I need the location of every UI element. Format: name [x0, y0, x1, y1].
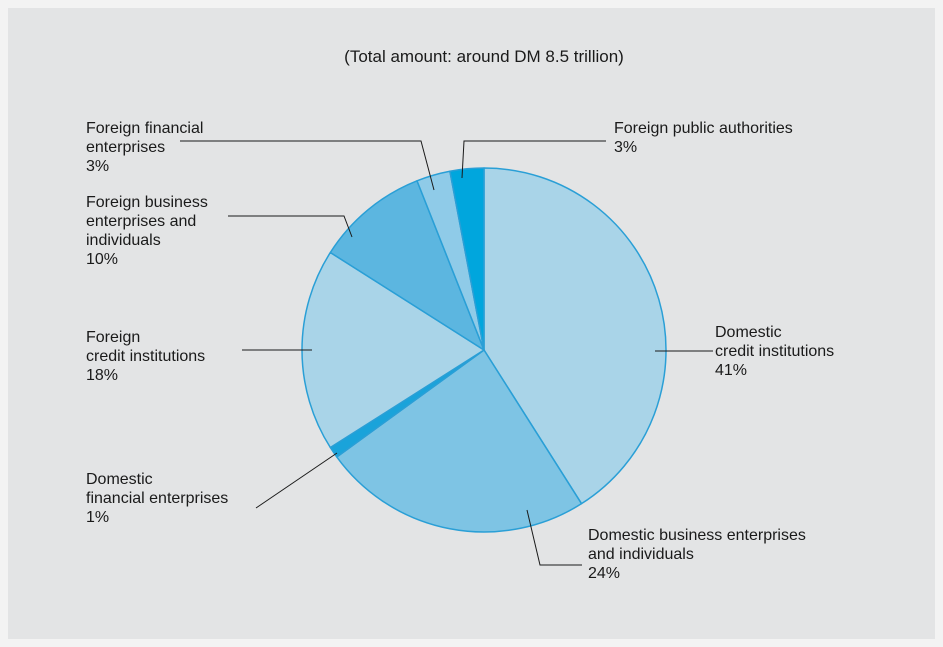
slice-value-label: 10%	[86, 251, 118, 268]
leader-line	[255, 452, 338, 509]
slice-label-line: Domestic	[86, 471, 153, 488]
slice-value-label: 3%	[86, 158, 109, 175]
pie-slice	[483, 167, 667, 505]
slice-label: Foreign public authorities 3%	[614, 120, 793, 156]
slice-label-line: Foreign business	[86, 194, 208, 211]
slice-label-line: Domestic	[715, 324, 782, 341]
slice-label-line: Foreign financial	[86, 120, 203, 137]
pie-slice	[449, 167, 485, 351]
pie-slice	[329, 180, 485, 351]
slice-label: Foreign credit institutions 18%	[86, 329, 205, 384]
slice-value-label: 18%	[86, 367, 118, 384]
leader-lines	[180, 140, 713, 566]
slice-label-line: individuals	[86, 232, 161, 249]
slice-label-line: credit institutions	[86, 348, 205, 365]
slice-label-line: and individuals	[588, 546, 694, 563]
leader-line	[461, 140, 606, 179]
slice-label-line: enterprises	[86, 139, 165, 156]
pie-slice	[336, 349, 583, 533]
slice-value-label: 24%	[588, 565, 620, 582]
slice-label-line: enterprises and	[86, 213, 196, 230]
slice-label-line: Foreign	[86, 329, 140, 346]
pie-slices	[301, 167, 667, 533]
chart-title: (Total amount: around DM 8.5 trillion)	[344, 47, 624, 66]
slice-value-label: 3%	[614, 139, 637, 156]
slice-label: Foreign financial enterprises 3%	[86, 120, 203, 175]
slice-label: Foreign business enterprises and individua…	[86, 194, 208, 268]
slice-label: Domestic financial enterprises 1%	[86, 471, 228, 526]
slice-label-line: credit institutions	[715, 343, 834, 360]
leader-line	[526, 509, 582, 566]
slice-value-label: 1%	[86, 509, 109, 526]
slice-label-line: Foreign public authorities	[614, 120, 793, 137]
slice-label: Domestic credit institutions 41%	[715, 324, 834, 379]
slice-label-line: financial enterprises	[86, 490, 228, 507]
slice-value-label: 41%	[715, 362, 747, 379]
leader-line	[228, 215, 353, 238]
slice-label: Domestic business enterprises and individ…	[588, 527, 806, 582]
slice-labels: Domestic credit institutions 41% Domestic b…	[86, 120, 834, 582]
leader-line	[180, 140, 435, 191]
slice-label-line: Domestic business enterprises	[588, 527, 806, 544]
